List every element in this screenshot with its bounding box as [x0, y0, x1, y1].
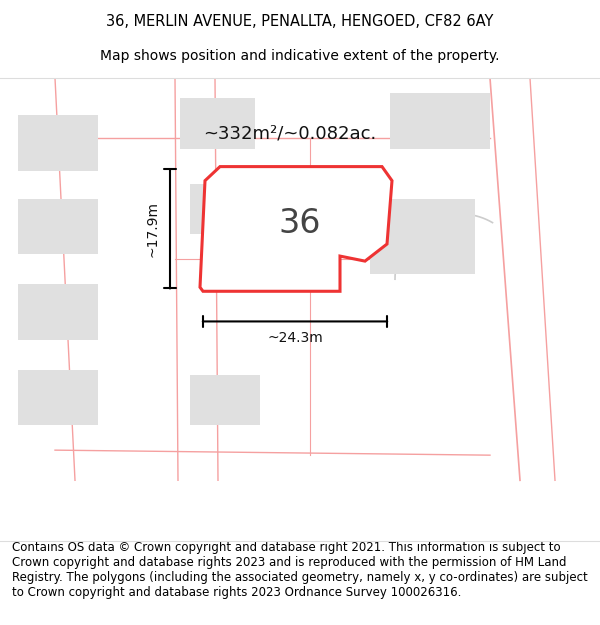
Text: ~332m²/~0.082ac.: ~332m²/~0.082ac.: [203, 124, 377, 142]
Bar: [18, 199, 98, 254]
Bar: [390, 93, 490, 149]
Text: Contains OS data © Crown copyright and database right 2021. This information is : Contains OS data © Crown copyright and d…: [12, 541, 588, 599]
Bar: [18, 116, 98, 171]
Text: 36, MERLIN AVENUE, PENALLTA, HENGOED, CF82 6AY: 36, MERLIN AVENUE, PENALLTA, HENGOED, CF…: [106, 14, 494, 29]
Text: Map shows position and indicative extent of the property.: Map shows position and indicative extent…: [100, 49, 500, 63]
Bar: [18, 284, 98, 339]
Bar: [18, 370, 98, 425]
Bar: [180, 98, 255, 149]
Polygon shape: [200, 167, 392, 291]
Text: ~24.3m: ~24.3m: [267, 331, 323, 344]
Text: ~17.9m: ~17.9m: [145, 201, 159, 257]
Bar: [190, 184, 258, 234]
Bar: [190, 375, 260, 425]
Bar: [370, 199, 475, 274]
Text: 36: 36: [279, 208, 321, 241]
